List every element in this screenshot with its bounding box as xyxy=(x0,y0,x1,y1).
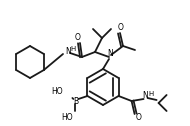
Text: HO: HO xyxy=(51,87,62,97)
Text: N: N xyxy=(65,46,71,55)
Text: O: O xyxy=(118,24,124,33)
Text: H: H xyxy=(148,91,153,97)
Text: N: N xyxy=(107,50,113,58)
Text: B: B xyxy=(73,97,78,105)
Text: HO: HO xyxy=(61,113,72,121)
Text: O: O xyxy=(136,113,142,121)
Text: O: O xyxy=(75,34,81,42)
Text: N: N xyxy=(143,91,148,101)
Text: H: H xyxy=(70,46,76,52)
